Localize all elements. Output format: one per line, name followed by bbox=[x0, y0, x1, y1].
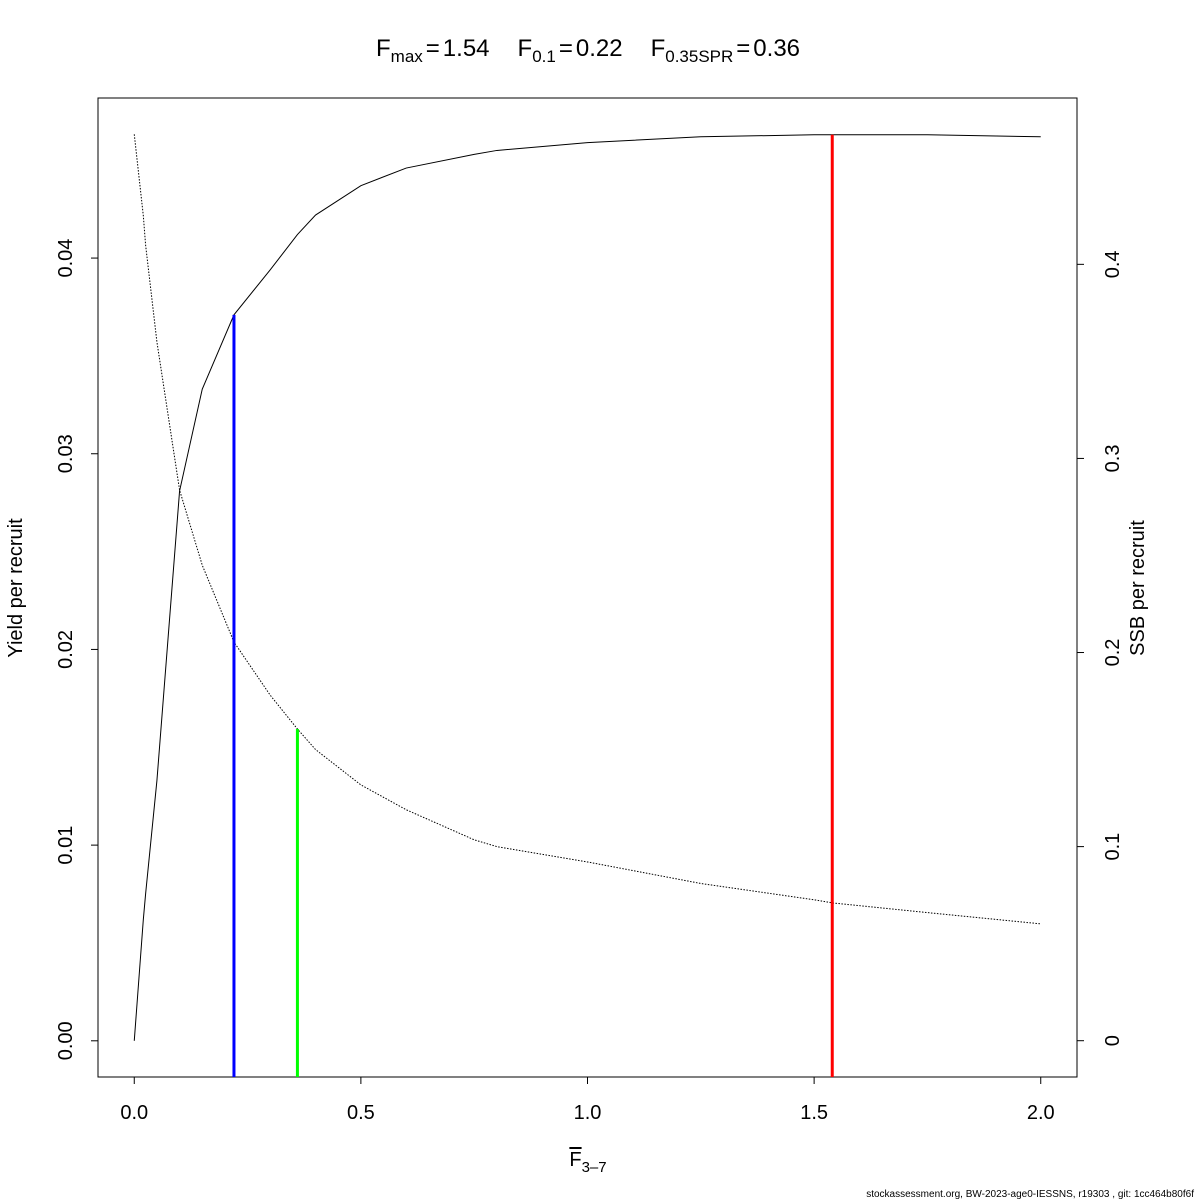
title-relation: = bbox=[559, 35, 573, 62]
title-relation: = bbox=[736, 35, 750, 62]
x-tick-label: 1.5 bbox=[800, 1102, 828, 1124]
y-tick-label: 0.03 bbox=[55, 434, 77, 473]
x-tick-label: 2.0 bbox=[1027, 1102, 1055, 1124]
title-relation: = bbox=[426, 35, 440, 62]
y-tick-label: 0.02 bbox=[55, 630, 77, 669]
title-subscript: 0.1 bbox=[532, 47, 556, 66]
series-line bbox=[133, 134, 1041, 925]
title-subscript: max bbox=[391, 47, 424, 66]
y2-tick-label: 0 bbox=[1102, 1035, 1124, 1046]
y2-tick-label: 0.2 bbox=[1102, 639, 1124, 667]
y2-tick-label: 0.3 bbox=[1102, 445, 1124, 473]
y2-tick-label: 0.4 bbox=[1102, 250, 1124, 278]
x-axis-label: F3–7 bbox=[569, 1149, 606, 1176]
x-label-symbol: F bbox=[569, 1149, 581, 1171]
y-tick-label: 0.01 bbox=[55, 826, 77, 865]
title-value: 0.36 bbox=[753, 35, 800, 62]
series-line bbox=[133, 134, 1041, 1041]
chart-title: Fmax = 1.54 F0.1 = 0.22 F0.35SPR = 0.36 bbox=[376, 35, 800, 66]
title-value: 0.22 bbox=[576, 35, 623, 62]
title-symbol: F bbox=[518, 35, 533, 62]
title-subscript: 0.35SPR bbox=[665, 47, 733, 66]
x-tick-label: 0.5 bbox=[347, 1102, 375, 1124]
x-tick-label: 0.0 bbox=[120, 1102, 148, 1124]
title-value: 1.54 bbox=[443, 35, 490, 62]
title-symbol: F bbox=[376, 35, 391, 62]
title-symbol: F bbox=[651, 35, 666, 62]
y-axis-label: Yield per recruit bbox=[5, 518, 27, 658]
y2-axis-label: SSB per recruit bbox=[1127, 520, 1149, 656]
y-tick-label: 0.04 bbox=[55, 239, 77, 278]
y-tick-label: 0.00 bbox=[55, 1021, 77, 1060]
x-label-subscript: 3–7 bbox=[582, 1159, 607, 1176]
y2-tick-label: 0.1 bbox=[1102, 833, 1124, 861]
x-tick-label: 1.0 bbox=[574, 1102, 602, 1124]
footer: stockassessment.org, BW-2023-age0-IESSNS… bbox=[866, 1189, 1194, 1200]
plot-frame bbox=[97, 97, 1078, 1078]
